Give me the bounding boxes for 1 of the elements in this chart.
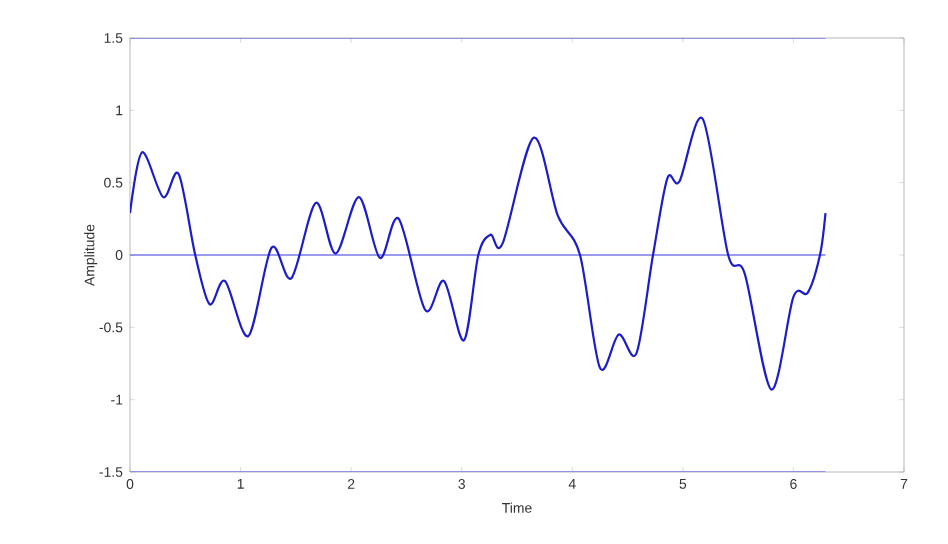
line-series [130, 117, 827, 391]
